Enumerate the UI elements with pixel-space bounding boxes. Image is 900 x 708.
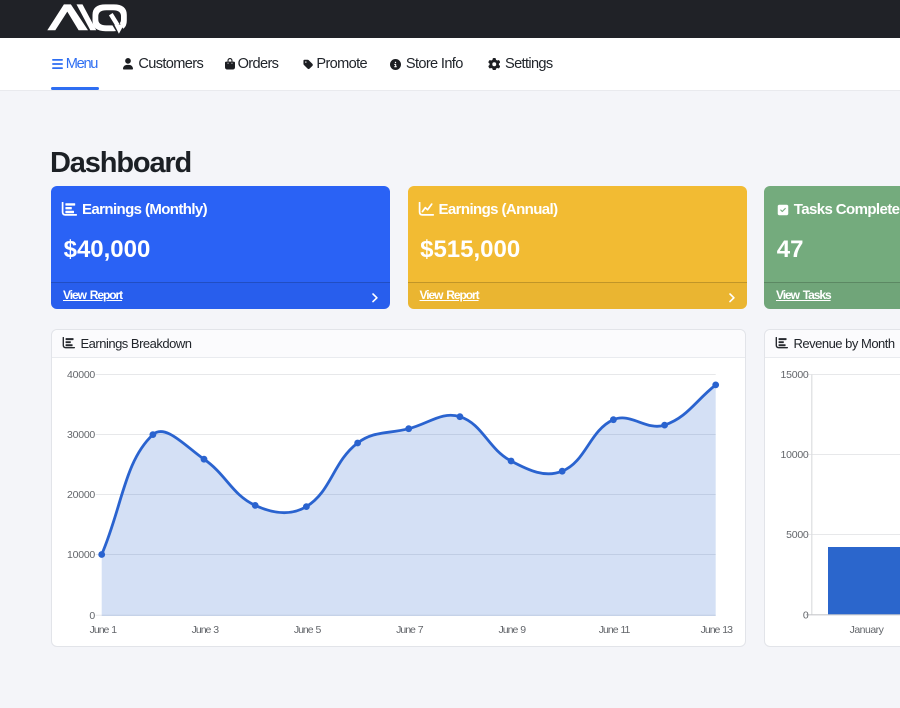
svg-text:June 13: June 13 (701, 623, 734, 635)
svg-text:June 11: June 11 (599, 623, 631, 635)
svg-text:January: January (850, 623, 885, 635)
svg-text:June 3: June 3 (192, 623, 220, 635)
svg-text:40000: 40000 (67, 369, 95, 381)
svg-text:June 5: June 5 (294, 623, 322, 635)
svg-text:15000: 15000 (781, 369, 809, 381)
svg-text:June 7: June 7 (396, 623, 424, 635)
svg-text:0: 0 (803, 609, 809, 621)
svg-text:30000: 30000 (67, 429, 95, 441)
svg-text:10000: 10000 (781, 449, 809, 461)
svg-text:June 9: June 9 (499, 623, 527, 635)
svg-text:0: 0 (89, 609, 95, 621)
svg-text:20000: 20000 (67, 489, 95, 501)
svg-text:5000: 5000 (786, 529, 809, 541)
svg-text:June 1: June 1 (90, 623, 118, 635)
svg-text:10000: 10000 (67, 549, 95, 561)
